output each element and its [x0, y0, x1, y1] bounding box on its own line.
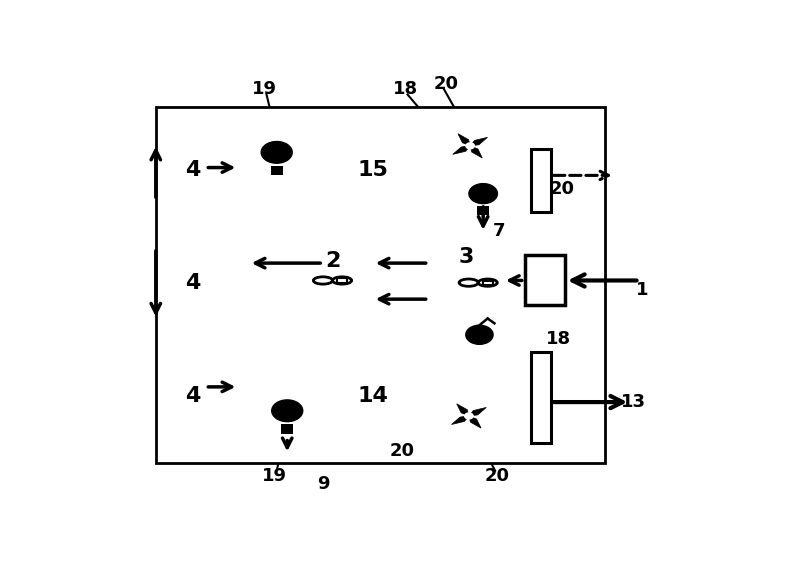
- Polygon shape: [470, 137, 487, 146]
- Polygon shape: [458, 134, 470, 146]
- Polygon shape: [457, 404, 469, 416]
- Text: 20: 20: [434, 75, 458, 93]
- Text: 4: 4: [186, 160, 201, 180]
- Bar: [156, 107, 606, 463]
- Bar: [270, 166, 283, 175]
- Text: 9: 9: [317, 475, 330, 493]
- Bar: [525, 255, 565, 305]
- Bar: [478, 206, 489, 214]
- Text: 20: 20: [550, 180, 574, 199]
- Bar: [531, 149, 550, 212]
- Polygon shape: [451, 416, 469, 425]
- Text: 20: 20: [390, 442, 415, 460]
- Text: 1: 1: [636, 281, 649, 299]
- Polygon shape: [469, 407, 486, 416]
- Bar: [483, 280, 493, 285]
- Text: 14: 14: [358, 386, 388, 406]
- Bar: [281, 424, 294, 434]
- Text: 20: 20: [484, 467, 510, 485]
- Polygon shape: [470, 146, 482, 158]
- Circle shape: [261, 142, 292, 163]
- Text: 4: 4: [186, 272, 201, 293]
- Polygon shape: [469, 416, 481, 428]
- Text: 7: 7: [493, 222, 506, 240]
- Circle shape: [466, 143, 474, 149]
- Bar: [531, 352, 550, 443]
- Text: 18: 18: [546, 330, 571, 348]
- Text: 19: 19: [262, 467, 287, 485]
- Circle shape: [272, 400, 302, 422]
- Circle shape: [469, 184, 498, 204]
- Text: 15: 15: [358, 160, 388, 180]
- Text: 3: 3: [458, 246, 474, 267]
- Text: 19: 19: [252, 80, 277, 98]
- Circle shape: [465, 413, 473, 419]
- Text: 4: 4: [186, 386, 201, 406]
- Text: 2: 2: [325, 251, 340, 271]
- Text: 18: 18: [393, 81, 418, 98]
- Text: 13: 13: [621, 393, 646, 411]
- Circle shape: [466, 325, 493, 344]
- Polygon shape: [453, 146, 470, 155]
- Bar: [338, 279, 347, 283]
